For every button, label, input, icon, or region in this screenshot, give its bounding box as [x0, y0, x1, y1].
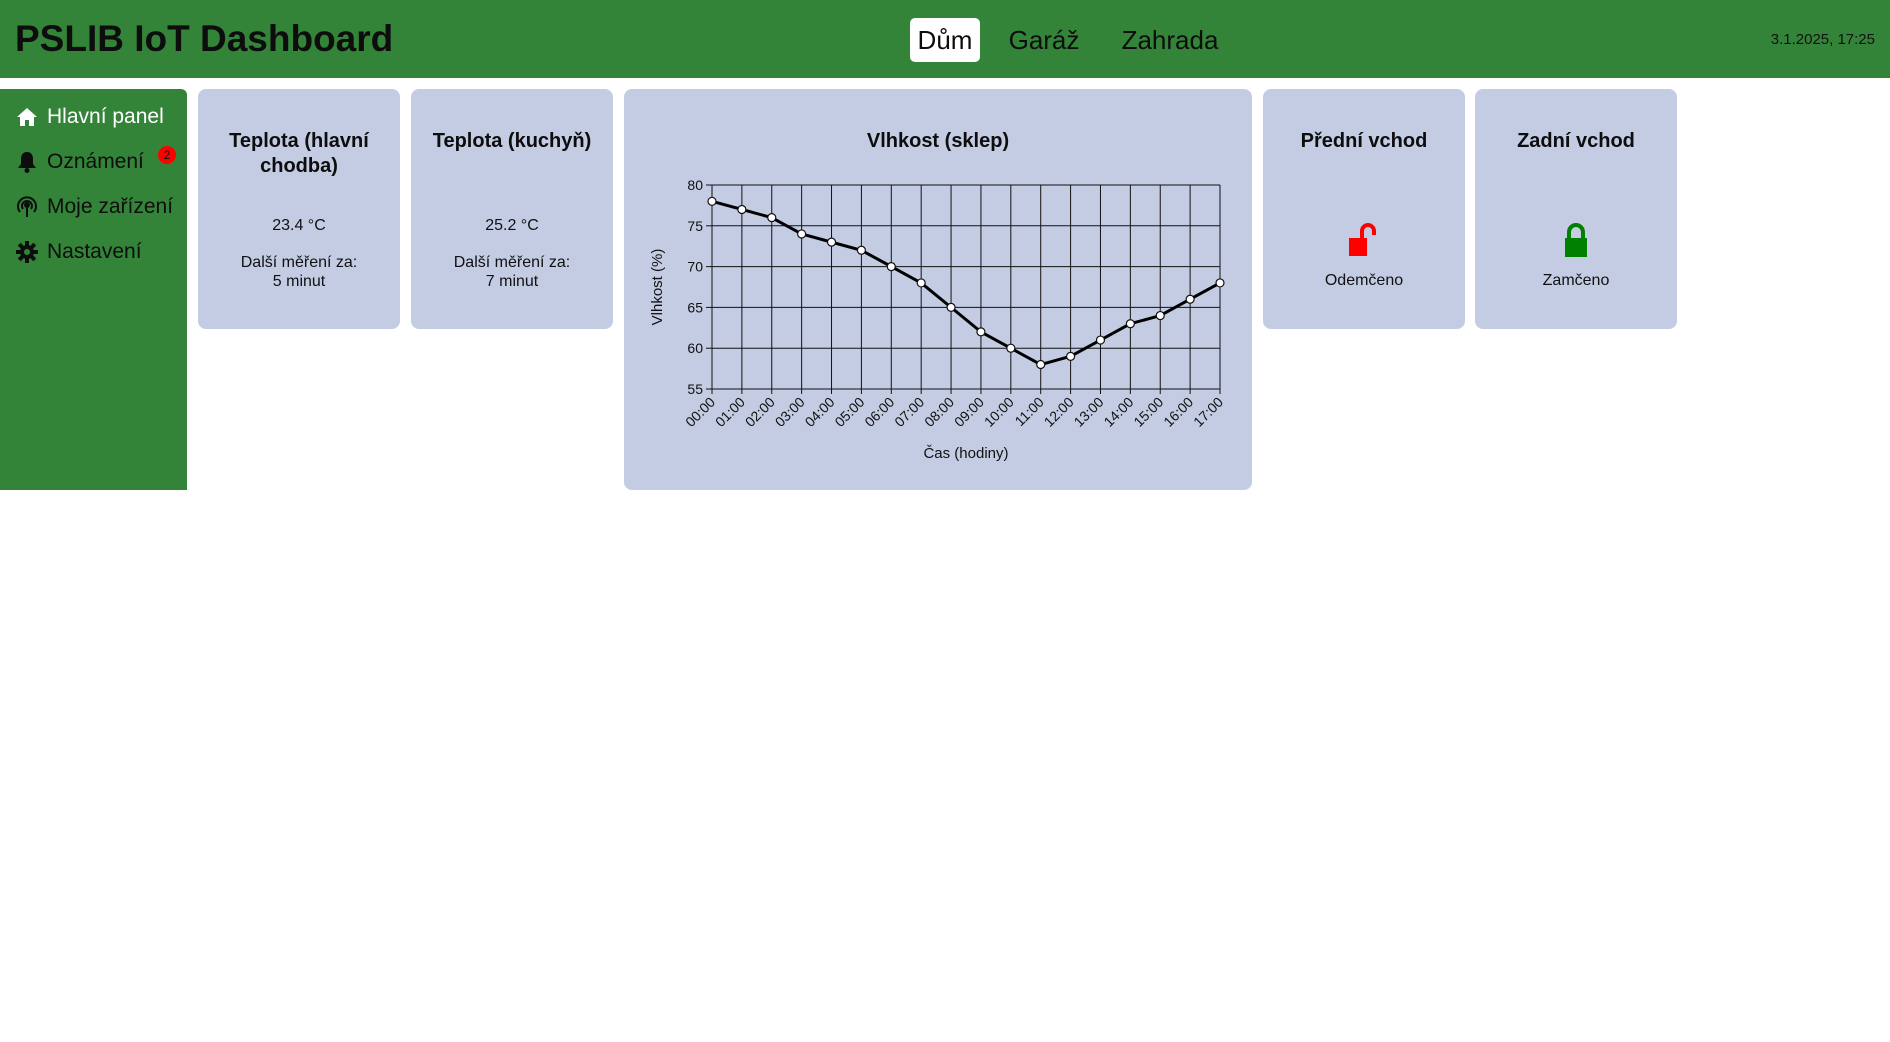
humidity-chart: 55 60 65 70 75 80 00:0001:0002:0003:0004:0005:… [649, 177, 1226, 462]
data-point [946, 302, 956, 312]
data-point [856, 245, 867, 255]
data-point [886, 262, 896, 272]
x-tick-label: 07:00 [891, 394, 927, 430]
x-tick-label: 05:00 [831, 394, 867, 430]
chart-title: Vlhkost (sklep) [866, 130, 1010, 152]
next-measurement-value: 7 minut [485, 273, 539, 290]
card-front-door: Přední vchod Odemčeno [1263, 89, 1465, 329]
sidebar-item-label: Moje zařízení [47, 195, 174, 218]
sidebar: Hlavní panel Oznámení Moje zařízení [0, 89, 187, 490]
data-point [1185, 294, 1195, 304]
lock-status: Zamčeno [1542, 272, 1610, 289]
data-point [1065, 351, 1076, 361]
y-tick-label: 70 [687, 259, 703, 275]
x-tick-label: 11:00 [1011, 394, 1047, 430]
x-tick-label: 06:00 [861, 394, 897, 430]
x-tick-label: 04:00 [802, 394, 838, 430]
card-humidity-chart: Vlhkost (sklep) 55 60 65 70 75 80 00:00 01:00 02… [624, 89, 1252, 490]
antenna-icon [15, 195, 39, 219]
data-point [797, 229, 807, 239]
x-tick-label: 01:00 [712, 394, 748, 430]
sidebar-item-settings[interactable]: Nastavení [15, 237, 180, 267]
x-tick-label: 15:00 [1130, 394, 1166, 430]
unlocked-icon [1349, 223, 1376, 256]
y-tick-label: 75 [687, 218, 703, 234]
data-point [707, 196, 717, 206]
x-tick-label: 17:00 [1190, 394, 1226, 430]
card-temp-hall: Teplota (hlavní chodba) 23.4 °C Další mě… [198, 89, 400, 329]
data-point [1215, 278, 1225, 288]
card-title: Teplota (kuchyň) [432, 130, 592, 152]
x-tick-label: 10:00 [981, 394, 1017, 430]
sidebar-item-notifications[interactable]: Oznámení [15, 147, 180, 177]
card-title: Přední vchod [1300, 130, 1428, 152]
card-title: Teplota (hlavní chodba) [229, 130, 369, 177]
sidebar-item-my-devices[interactable]: Moje zařízení [15, 192, 180, 222]
top-bar: PSLIB IoT Dashboard Dům Garáž Zahrada 3.… [0, 0, 1890, 78]
data-point [826, 237, 837, 247]
next-measurement-value: 5 minut [272, 273, 326, 290]
locked-icon [1565, 223, 1587, 257]
data-point [737, 204, 747, 215]
temperature-value: 25.2 °C [485, 217, 539, 234]
bell-icon [15, 150, 39, 174]
card-back-door: Zadní vchod Zamčeno [1475, 89, 1677, 329]
tab-garaz[interactable]: Garáž [1008, 25, 1080, 55]
data-point [1095, 335, 1106, 345]
x-tick-label: 14:00 [1100, 394, 1136, 430]
data-point [1006, 343, 1016, 353]
x-tick-label: 03:00 [772, 394, 808, 430]
y-axis-label: Vlhkost (%) [649, 249, 666, 326]
x-tick-label: 09:00 [951, 394, 987, 430]
y-tick-label: 65 [687, 299, 703, 315]
data-point [767, 213, 777, 223]
y-tick-label: 80 [687, 177, 703, 193]
sidebar-item-main-panel[interactable]: Hlavní panel [15, 102, 180, 132]
x-tick-label: 02:00 [742, 394, 778, 430]
x-tick-label: 00:00 [682, 394, 718, 430]
sidebar-item-label: Nastavení [47, 240, 142, 263]
next-measurement: Další měření za: 7 minut [411, 253, 613, 291]
temperature-value: 23.4 °C [272, 217, 326, 234]
data-point [1036, 359, 1046, 370]
card-temp-kitchen: Teplota (kuchyň) 25.2 °C Další měření za… [411, 89, 613, 329]
notification-count-badge: 2 [158, 146, 176, 164]
y-tick-label: 60 [687, 340, 703, 356]
x-tick-label: 12:00 [1041, 394, 1077, 430]
x-tick-label: 08:00 [921, 394, 957, 430]
next-measurement-label: Další měření za: [240, 254, 358, 271]
data-point [1155, 310, 1165, 321]
next-measurement-label: Další měření za: [453, 254, 571, 271]
app-title: PSLIB IoT Dashboard [15, 18, 394, 59]
tab-dum[interactable]: Dům [910, 18, 980, 62]
next-measurement: Další měření za: 5 minut [198, 253, 400, 291]
x-tick-label: 16:00 [1160, 394, 1196, 430]
card-title: Zadní vchod [1517, 130, 1635, 152]
series-line [711, 199, 1221, 367]
y-tick-label: 55 [687, 381, 703, 397]
datetime-display: 3.1.2025, 17:25 [1770, 31, 1875, 48]
data-point [976, 327, 986, 337]
data-point [1125, 319, 1135, 329]
home-icon [15, 105, 39, 129]
lock-status: Odemčeno [1324, 272, 1404, 289]
x-axis-label: Čas (hodiny) [923, 445, 1008, 462]
x-tick-label: 13:00 [1070, 394, 1106, 430]
sidebar-item-label: Oznámení [47, 150, 144, 173]
sidebar-item-label: Hlavní panel [47, 105, 164, 128]
tab-zahrada[interactable]: Zahrada [1121, 25, 1219, 55]
gear-icon [15, 240, 39, 264]
data-point [916, 278, 926, 288]
